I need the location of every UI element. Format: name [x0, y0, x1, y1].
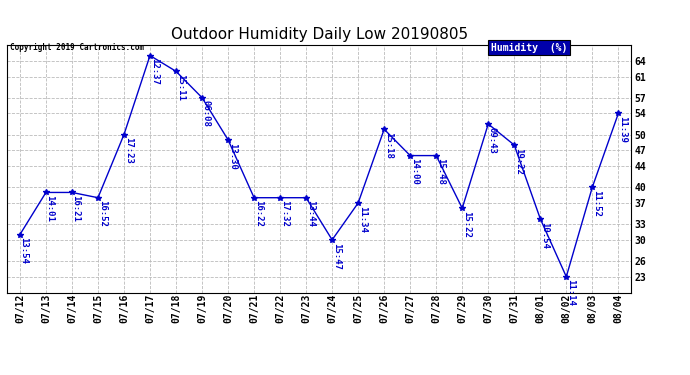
Text: 16:21: 16:21 — [72, 195, 81, 222]
Text: 15:11: 15:11 — [176, 74, 185, 101]
Text: 14:00: 14:00 — [410, 158, 419, 185]
Text: Copyright 2019 Cartronics.com: Copyright 2019 Cartronics.com — [10, 42, 144, 51]
Title: Outdoor Humidity Daily Low 20190805: Outdoor Humidity Daily Low 20190805 — [170, 27, 468, 42]
Text: 17:32: 17:32 — [279, 201, 288, 227]
Text: 14:01: 14:01 — [46, 195, 55, 222]
Text: 11:39: 11:39 — [618, 116, 627, 143]
Text: 06:08: 06:08 — [201, 100, 210, 127]
Text: 13:30: 13:30 — [228, 142, 237, 170]
Text: 11:14: 11:14 — [566, 279, 575, 306]
Text: 17:23: 17:23 — [124, 137, 132, 164]
Text: Humidity  (%): Humidity (%) — [491, 42, 567, 52]
Text: 16:22: 16:22 — [254, 201, 263, 227]
Text: 12:37: 12:37 — [150, 58, 159, 85]
Text: 11:34: 11:34 — [358, 206, 367, 232]
Text: 11:52: 11:52 — [592, 190, 601, 217]
Text: 15:47: 15:47 — [332, 243, 341, 270]
Text: 09:43: 09:43 — [488, 127, 497, 154]
Text: 15:22: 15:22 — [462, 211, 471, 238]
Text: 13:54: 13:54 — [19, 237, 28, 264]
Text: 15:48: 15:48 — [436, 158, 445, 185]
Text: 13:44: 13:44 — [306, 201, 315, 227]
Text: 15:18: 15:18 — [384, 132, 393, 159]
Text: 16:52: 16:52 — [97, 201, 107, 227]
Text: 10:54: 10:54 — [540, 222, 549, 248]
Text: 19:22: 19:22 — [514, 148, 523, 175]
